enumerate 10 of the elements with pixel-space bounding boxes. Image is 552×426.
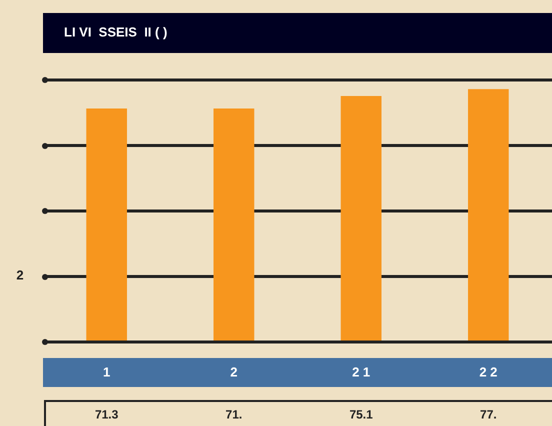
data-label: 75.1 — [349, 407, 374, 422]
x-tick-label: 2 1 — [352, 364, 370, 380]
text: 2 — [16, 268, 24, 283]
x-tick-label: 2 2 — [479, 364, 498, 380]
x-tick-label: 2 — [230, 364, 238, 380]
chart-title: LI VI SSEIS II ( ) — [64, 24, 168, 40]
data-label: 77. — [480, 407, 497, 422]
data-label: 71.3 — [94, 407, 119, 422]
x-tick-label: 1 — [103, 364, 110, 380]
data-label: 71. — [226, 407, 242, 422]
